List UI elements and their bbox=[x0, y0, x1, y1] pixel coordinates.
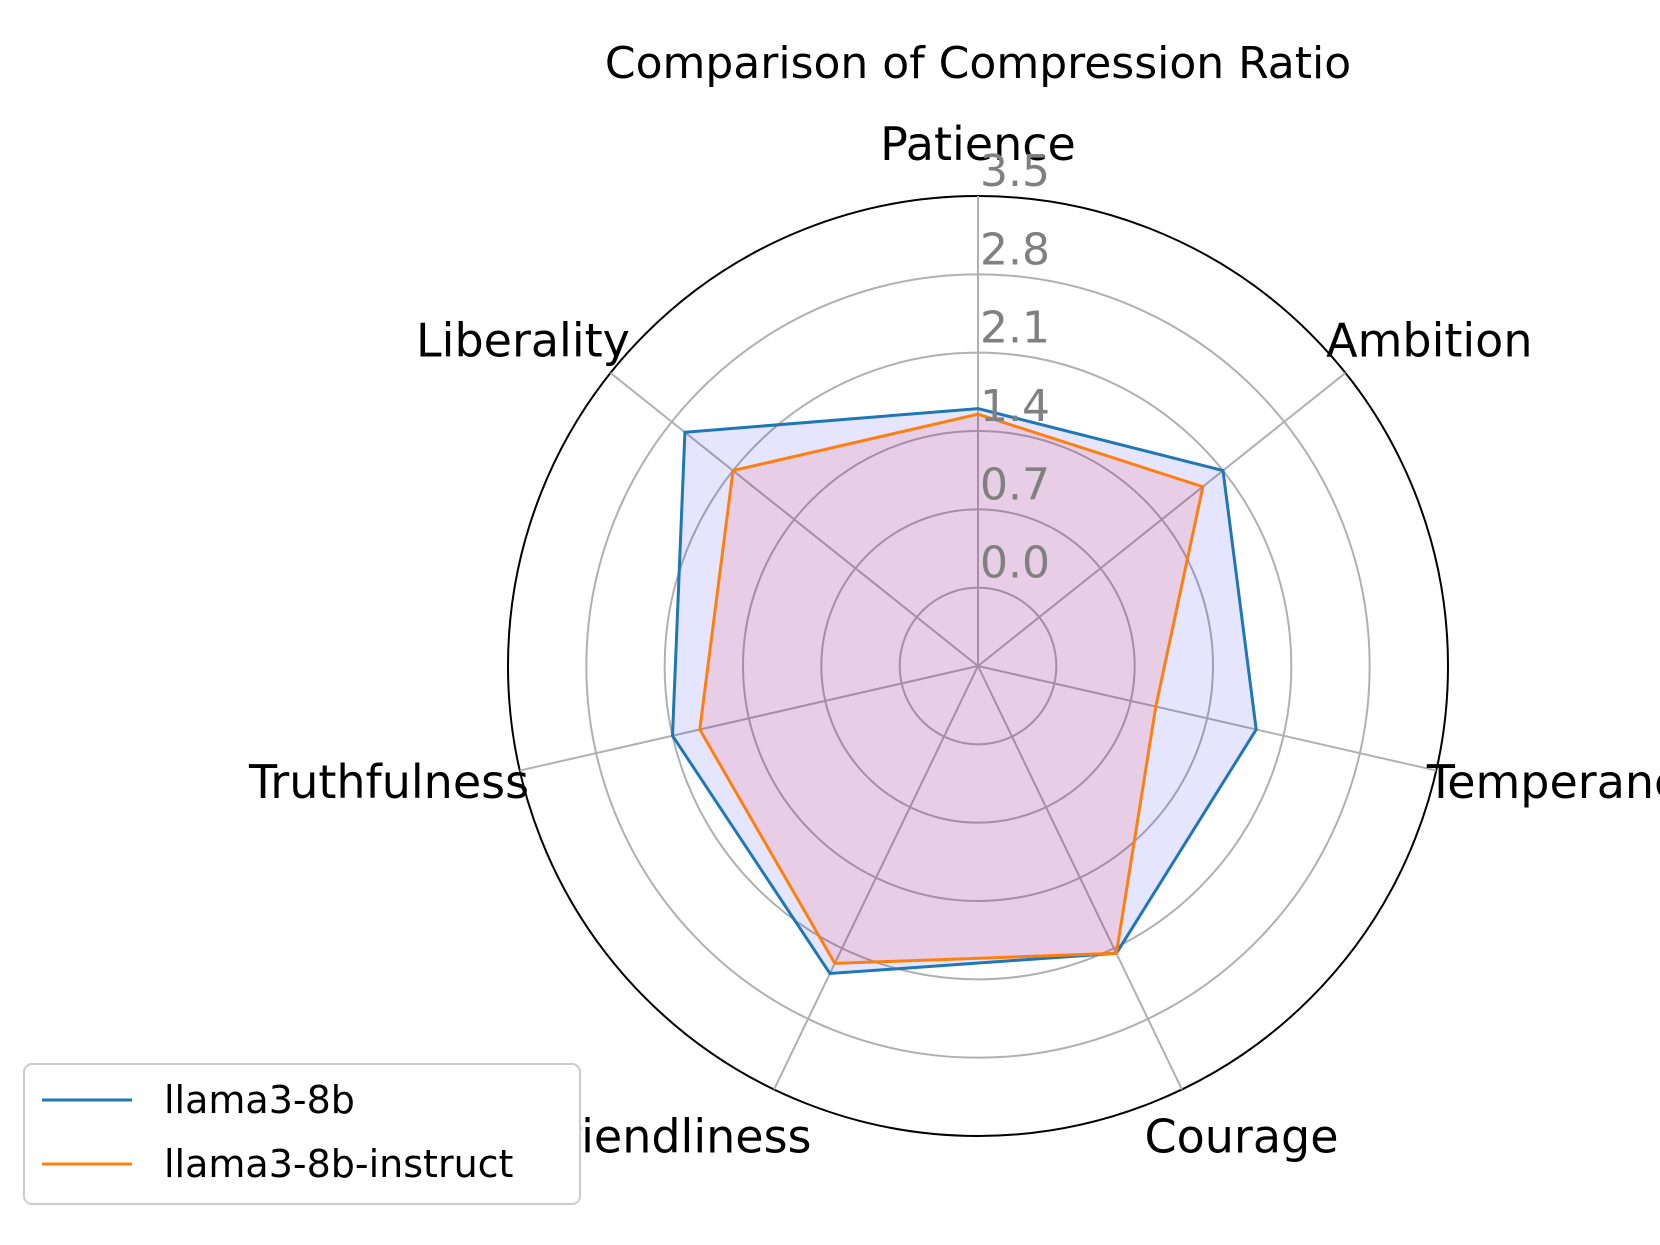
category-label-patience: Patience bbox=[880, 117, 1076, 171]
series-line-llama3-8b bbox=[670, 407, 1258, 976]
category-label-ambition: Ambition bbox=[1326, 314, 1532, 368]
category-label-courage: Courage bbox=[1144, 1109, 1338, 1163]
series-fill-llama3-8b bbox=[672, 408, 1257, 974]
legend-label-llama3-8b-instruct: llama3-8b-instruct bbox=[164, 1142, 513, 1186]
legend: llama3-8b llama3-8b-instruct bbox=[23, 1063, 581, 1205]
radial-tick-labels: 0.0 0.7 1.4 2.1 2.8 3.5 bbox=[980, 146, 1050, 589]
spoke-friendliness bbox=[773, 665, 979, 1090]
category-label-friendliness: Friendliness bbox=[539, 1109, 811, 1163]
tick-label-2-1: 2.1 bbox=[980, 303, 1050, 354]
series-fill-llama3-8b-instruct bbox=[699, 414, 1203, 964]
tick-label-1-4: 1.4 bbox=[980, 381, 1050, 432]
spoke-liberality bbox=[609, 372, 979, 667]
category-label-liberality: Liberality bbox=[416, 314, 630, 368]
tick-label-2-8: 2.8 bbox=[980, 224, 1050, 275]
radial-grid bbox=[507, 195, 1449, 1137]
chart-title: Comparison of Compression Ratio bbox=[605, 38, 1351, 89]
series-layer bbox=[670, 407, 1258, 976]
category-label-temperance: Temperance bbox=[1426, 755, 1660, 809]
category-labels: Patience Ambition Temperance Courage Friendl… bbox=[248, 117, 1660, 1163]
tick-label-0-0: 0.0 bbox=[980, 538, 1050, 589]
category-label-truthfulness: Truthfulness bbox=[248, 755, 529, 809]
spoke-temperance bbox=[977, 665, 1437, 772]
legend-label-llama3-8b: llama3-8b bbox=[164, 1078, 355, 1122]
tick-label-0-7: 0.7 bbox=[980, 459, 1050, 510]
spoke-truthfulness bbox=[519, 665, 979, 772]
tick-label-3-5: 3.5 bbox=[980, 146, 1050, 197]
spoke-ambition bbox=[977, 372, 1347, 667]
series-line-llama3-8b-instruct bbox=[698, 412, 1205, 965]
spoke-courage bbox=[977, 665, 1183, 1090]
legend-frame bbox=[23, 1063, 581, 1205]
